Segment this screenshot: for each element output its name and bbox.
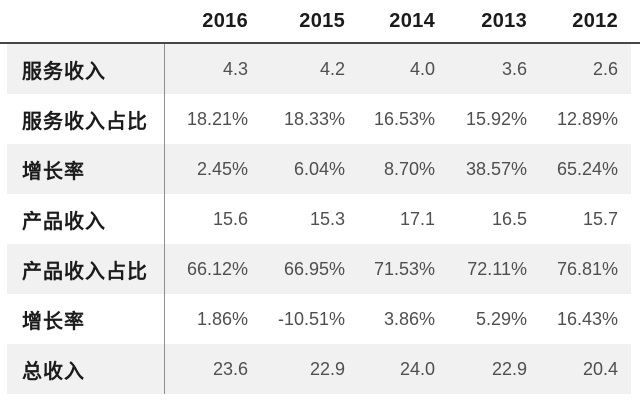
value-cell: 23.6 (212, 358, 248, 379)
value-cell: 1.86% (196, 308, 248, 329)
value-cell: 76.81% (556, 258, 618, 279)
table-row: 服务收入 4.3 4.2 4.0 3.6 2.6 (7, 44, 631, 94)
table-row: 产品收入 15.6 15.3 17.1 16.5 15.7 (7, 194, 631, 244)
value-cell: 6.04% (293, 158, 345, 179)
value-cell: -10.51% (277, 308, 345, 329)
table-row: 总收入 23.6 22.9 24.0 22.9 20.4 (7, 344, 631, 394)
value-cell: 2.45% (196, 158, 248, 179)
value-cell: 4.3 (222, 58, 248, 79)
header-spacer-cell (7, 0, 165, 42)
value-cell: 66.95% (283, 258, 345, 279)
value-cell: 16.43% (556, 308, 618, 329)
value-cell: 16.53% (373, 108, 435, 129)
row-label: 增长率 (7, 144, 165, 194)
value-cell: 5.29% (475, 308, 527, 329)
value-cell: 15.3 (309, 208, 345, 229)
value-cell: 18.33% (283, 108, 345, 129)
value-cell: 3.6 (501, 58, 527, 79)
value-cell: 8.70% (383, 158, 435, 179)
value-cell: 22.9 (491, 358, 527, 379)
value-cell: 4.0 (409, 58, 435, 79)
value-cell: 12.89% (556, 108, 618, 129)
value-cell: 2.6 (592, 58, 618, 79)
column-header-year: 2014 (389, 9, 435, 32)
value-cell: 17.1 (399, 208, 435, 229)
row-label: 服务收入 (7, 44, 165, 94)
value-cell: 71.53% (373, 258, 435, 279)
row-label: 总收入 (7, 344, 165, 394)
column-header-year: 2016 (202, 9, 248, 32)
column-header-year: 2012 (572, 9, 618, 32)
value-cell: 24.0 (399, 358, 435, 379)
row-label: 增长率 (7, 294, 165, 344)
value-cell: 15.7 (582, 208, 618, 229)
table-row: 增长率 1.86% -10.51% 3.86% 5.29% 16.43% (7, 294, 631, 344)
value-cell: 22.9 (309, 358, 345, 379)
value-cell: 15.6 (212, 208, 248, 229)
row-label: 产品收入占比 (7, 244, 165, 294)
value-cell: 38.57% (465, 158, 527, 179)
value-cell: 3.86% (383, 308, 435, 329)
value-cell: 18.21% (186, 108, 248, 129)
value-cell: 15.92% (465, 108, 527, 129)
column-header-year: 2015 (299, 9, 345, 32)
table-row: 产品收入占比 66.12% 66.95% 71.53% 72.11% 76.81% (7, 244, 631, 294)
table-row: 增长率 2.45% 6.04% 8.70% 38.57% 65.24% (7, 144, 631, 194)
value-cell: 72.11% (467, 258, 527, 279)
value-cell: 65.24% (556, 158, 618, 179)
value-cell: 20.4 (582, 358, 618, 379)
row-label: 服务收入占比 (7, 94, 165, 144)
table-row: 服务收入占比 18.21% 18.33% 16.53% 15.92% 12.89% (7, 94, 631, 144)
column-header-year: 2013 (481, 9, 527, 32)
table-header-row: 2016 2015 2014 2013 2012 (7, 0, 631, 42)
header-divider-line (0, 42, 640, 44)
row-label: 产品收入 (7, 194, 165, 244)
value-cell: 16.5 (491, 208, 527, 229)
value-cell: 66.12% (186, 258, 248, 279)
value-cell: 4.2 (319, 58, 345, 79)
table-body: 服务收入 4.3 4.2 4.0 3.6 2.6 服务收入占比 18.21% 18.33%… (7, 44, 631, 394)
